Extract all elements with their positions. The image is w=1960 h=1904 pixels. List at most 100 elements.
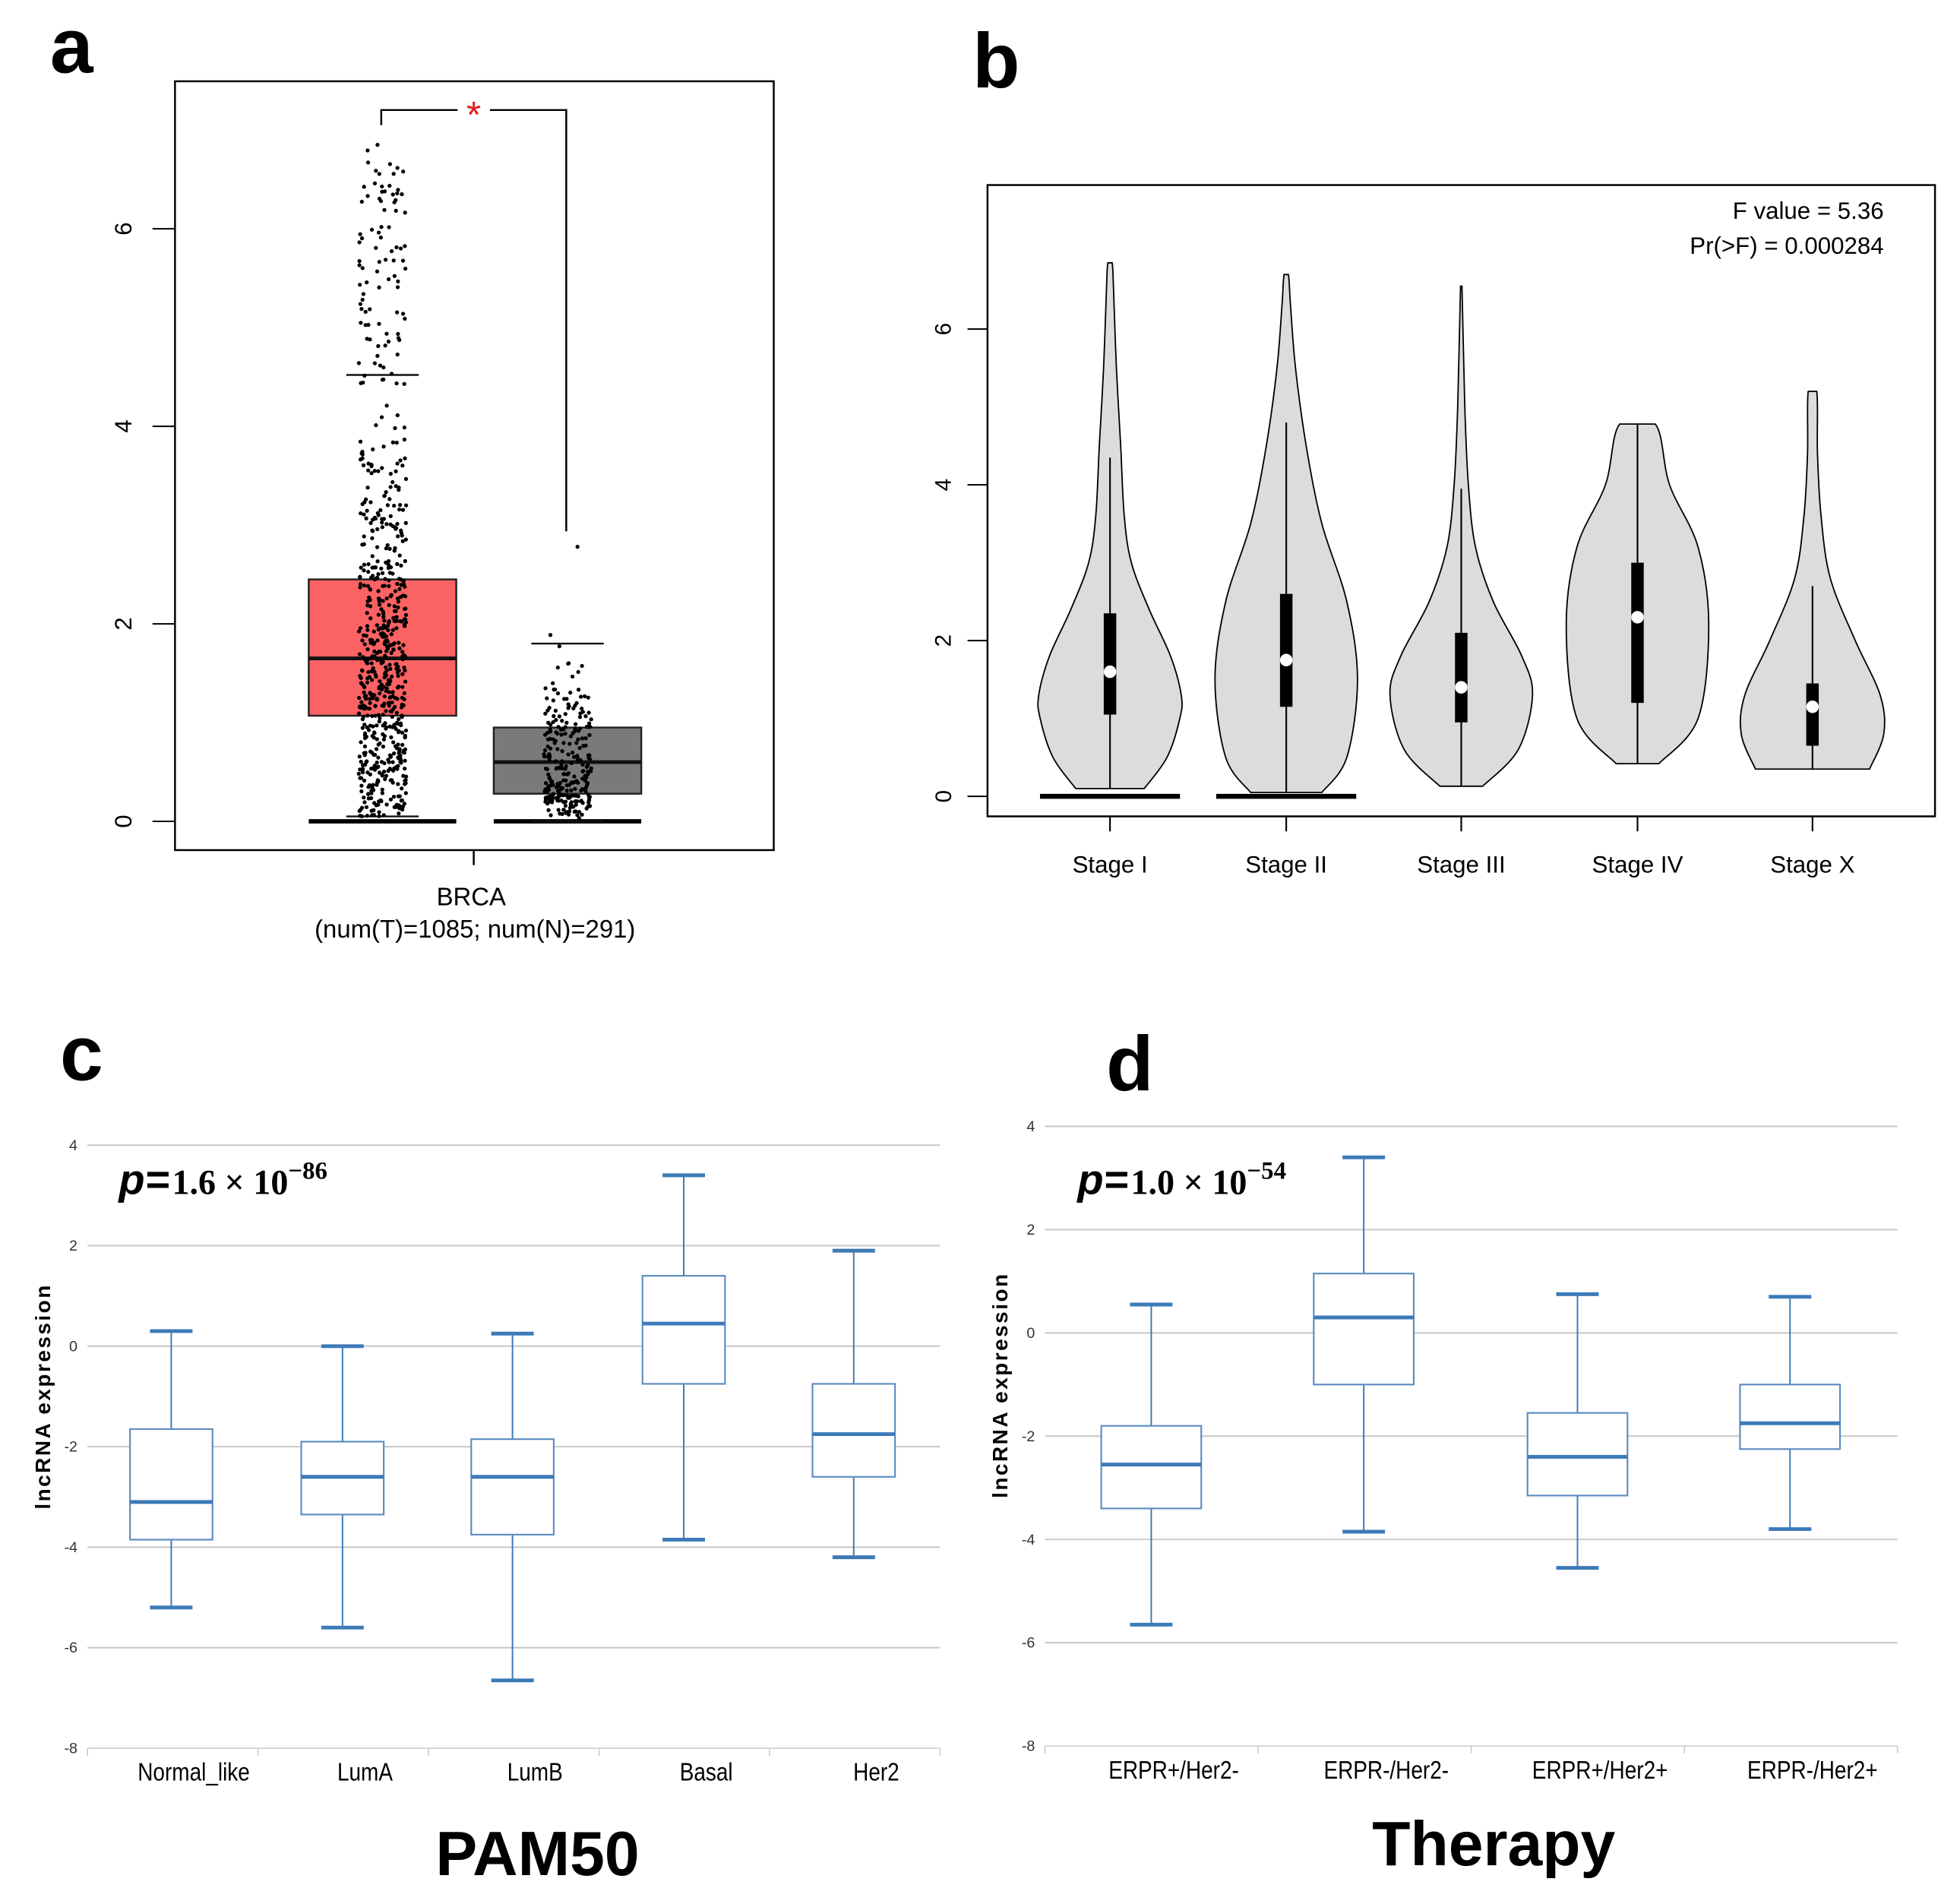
data-point bbox=[364, 694, 368, 698]
data-point bbox=[375, 353, 380, 358]
data-point bbox=[586, 798, 591, 803]
data-point bbox=[370, 517, 375, 522]
data-point bbox=[557, 714, 562, 719]
data-point bbox=[387, 767, 392, 771]
data-point bbox=[389, 650, 394, 655]
data-point bbox=[362, 633, 366, 637]
x-tick-label: LumA bbox=[337, 1759, 394, 1787]
data-point bbox=[583, 743, 588, 748]
data-point bbox=[400, 798, 404, 802]
data-point bbox=[392, 604, 397, 609]
data-point bbox=[397, 502, 403, 508]
data-point bbox=[386, 565, 390, 571]
data-point bbox=[361, 292, 366, 296]
data-point bbox=[357, 695, 362, 701]
data-point bbox=[580, 762, 585, 767]
data-point bbox=[397, 685, 401, 689]
data-point bbox=[376, 742, 381, 747]
data-point bbox=[361, 655, 365, 659]
box bbox=[1100, 1425, 1203, 1510]
f-value-annotation: F value = 5.36 bbox=[1733, 198, 1884, 224]
y-tick-label: -4 bbox=[1022, 1532, 1035, 1548]
data-point bbox=[362, 778, 367, 783]
data-point bbox=[387, 678, 391, 682]
data-point bbox=[388, 797, 394, 802]
data-point bbox=[377, 321, 381, 326]
data-point bbox=[397, 716, 401, 722]
data-point bbox=[368, 598, 372, 603]
data-point bbox=[377, 810, 381, 814]
data-point bbox=[361, 715, 366, 720]
data-point bbox=[391, 795, 397, 799]
data-point bbox=[391, 172, 396, 176]
data-point bbox=[390, 192, 395, 197]
data-point bbox=[387, 277, 391, 282]
data-point bbox=[380, 626, 385, 631]
data-point bbox=[569, 780, 574, 785]
data-point bbox=[372, 669, 377, 674]
data-point bbox=[376, 469, 381, 473]
data-point bbox=[390, 778, 394, 783]
y-tick-label: 2 bbox=[110, 617, 137, 630]
data-point bbox=[394, 208, 398, 213]
data-point bbox=[366, 461, 371, 466]
significance-star: * bbox=[466, 94, 481, 136]
data-point bbox=[570, 674, 575, 679]
data-point bbox=[368, 697, 372, 701]
data-point bbox=[589, 766, 593, 771]
data-point bbox=[542, 748, 548, 753]
x-axis-title: Therapy bbox=[1372, 1810, 1615, 1879]
data-point bbox=[578, 799, 583, 804]
data-point bbox=[402, 381, 406, 387]
data-point bbox=[365, 485, 370, 490]
data-point bbox=[402, 622, 407, 628]
data-point bbox=[400, 672, 405, 676]
data-point bbox=[566, 706, 571, 710]
data-point bbox=[394, 526, 399, 530]
data-point bbox=[387, 690, 391, 694]
data-point bbox=[393, 425, 397, 431]
data-point bbox=[376, 713, 381, 717]
data-point bbox=[358, 574, 362, 579]
data-point bbox=[395, 521, 400, 527]
data-point bbox=[392, 766, 397, 770]
data-point bbox=[569, 788, 574, 792]
data-point bbox=[397, 794, 402, 799]
data-point bbox=[364, 706, 369, 710]
data-point bbox=[564, 811, 568, 815]
data-point bbox=[389, 372, 394, 376]
x-tick-label: ERPR-/Her2- bbox=[1323, 1757, 1449, 1785]
data-point bbox=[394, 710, 400, 715]
data-point bbox=[362, 542, 366, 546]
data-point bbox=[567, 795, 571, 800]
data-point bbox=[390, 690, 395, 694]
data-point bbox=[378, 716, 382, 720]
data-point bbox=[401, 593, 406, 598]
data-point bbox=[366, 561, 371, 567]
data-point bbox=[388, 754, 394, 758]
data-point bbox=[587, 804, 593, 808]
data-point bbox=[395, 670, 400, 675]
data-point bbox=[380, 189, 384, 194]
data-point bbox=[394, 381, 399, 386]
data-point bbox=[372, 693, 377, 697]
data-point bbox=[384, 596, 389, 601]
data-point bbox=[586, 721, 592, 726]
data-point bbox=[587, 732, 592, 738]
x-tick-label: Her2 bbox=[853, 1759, 899, 1787]
data-point bbox=[544, 781, 548, 786]
data-point bbox=[577, 816, 582, 821]
data-point bbox=[402, 802, 407, 806]
data-point bbox=[389, 593, 394, 597]
data-point bbox=[385, 624, 390, 628]
data-point bbox=[389, 632, 394, 637]
data-point bbox=[575, 754, 580, 758]
panel-letter-c: c bbox=[60, 1011, 103, 1097]
data-point bbox=[586, 725, 591, 729]
data-point bbox=[371, 783, 375, 787]
median-dot bbox=[1631, 611, 1644, 624]
data-point bbox=[546, 720, 551, 725]
data-point bbox=[403, 668, 407, 673]
data-point bbox=[571, 731, 575, 735]
data-point bbox=[372, 469, 377, 473]
